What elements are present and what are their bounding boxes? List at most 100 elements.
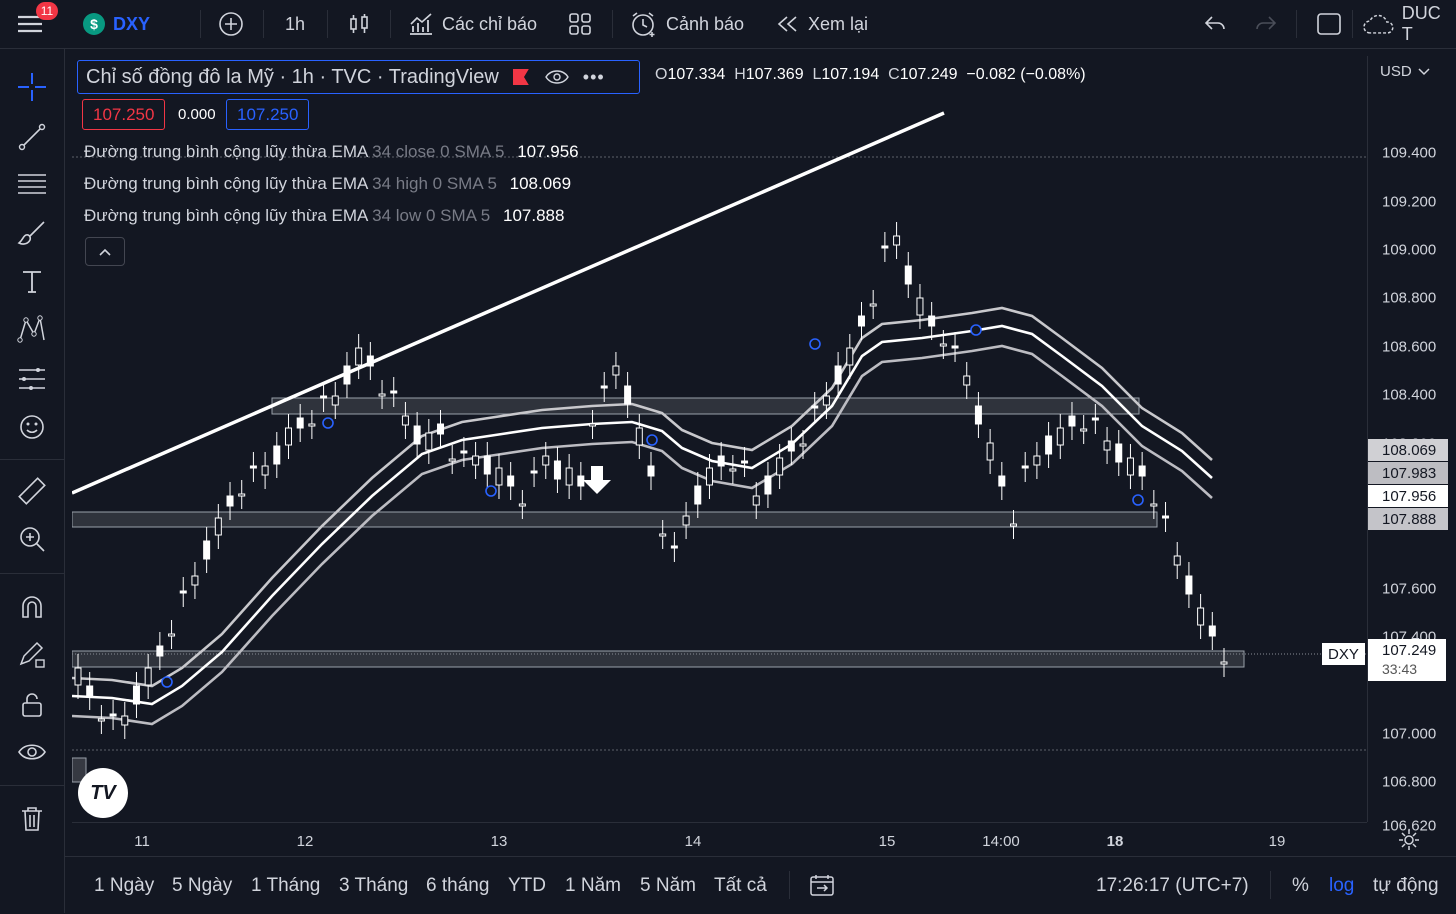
series-title: Chỉ số đồng đô la Mỹ · 1h · TVC · Tradin… (86, 65, 499, 88)
candle-body (1208, 625, 1216, 637)
tradingview-logo[interactable]: TV (78, 768, 128, 818)
chart-settings-button[interactable] (1398, 829, 1420, 854)
range-button[interactable]: 5 Năm (640, 875, 696, 896)
price-scale-label: 107.600 (1382, 580, 1437, 598)
trend-line-tool-button[interactable] (14, 119, 50, 155)
timezone-clock[interactable]: 17:26:17 (UTC+7) (1096, 875, 1249, 896)
alert-button[interactable]: Cảnh báo (630, 0, 744, 48)
range-button[interactable]: 1 Năm (565, 875, 621, 896)
indicator-legend-row[interactable]: Đường trung bình cộng lũy thừa EMA 34 cl… (84, 142, 579, 162)
range-button[interactable]: YTD (508, 875, 546, 896)
candle-body (86, 685, 94, 697)
redo-icon (1256, 16, 1277, 30)
undo-button[interactable] (1203, 0, 1227, 48)
indicator-params: 34 close 0 SMA 5 (372, 142, 505, 161)
remove-drawings-button[interactable] (14, 801, 50, 837)
measure-tool-button[interactable] (14, 473, 50, 509)
indicator-value: 107.956 (517, 142, 579, 161)
indicator-name: Đường trung bình cộng lũy thừa EMA (84, 206, 368, 225)
series-legend-title[interactable]: Chỉ số đồng đô la Mỹ · 1h · TVC · Tradin… (77, 60, 640, 94)
interval-button[interactable]: 1h (285, 13, 306, 34)
redo-button[interactable] (1254, 0, 1278, 48)
candle-body (857, 315, 865, 327)
percent-scale-toggle[interactable]: % (1292, 875, 1309, 896)
lock-drawings-button[interactable] (14, 687, 50, 723)
currency-selector[interactable]: USD (1380, 63, 1430, 80)
crosshair-icon (18, 73, 46, 101)
candle-body (1220, 661, 1228, 665)
replay-button[interactable]: Xem lại (776, 0, 868, 48)
text-tool-button[interactable] (14, 263, 50, 299)
candle-body (799, 443, 807, 447)
ema-close-price-tag: 107.956 (1368, 485, 1448, 507)
range-button[interactable]: Tất cả (714, 875, 767, 896)
price-scale-label: 109.400 (1382, 144, 1437, 162)
candle-body (483, 455, 491, 475)
hide-drawings-button[interactable] (14, 735, 50, 771)
ruler-icon (18, 477, 46, 505)
candle-body (238, 493, 246, 497)
drawing-toolbar (0, 49, 65, 913)
indicators-button[interactable]: Các chỉ báo (408, 0, 537, 48)
range-button[interactable]: 5 Ngày (172, 875, 233, 896)
crosshair-tool-button[interactable] (14, 69, 50, 105)
sell-price-box[interactable]: 107.250 (82, 99, 166, 130)
chart-pane[interactable] (72, 56, 1367, 822)
chevron-down-icon (1418, 67, 1430, 75)
log-scale-toggle[interactable]: log (1329, 875, 1355, 896)
fib-tool-button[interactable] (14, 167, 50, 203)
price-scale[interactable]: USD 109.400 109.200 109.000 108.800 108.600 1… (1367, 56, 1456, 834)
ema-high-line (72, 306, 1213, 688)
price-scale-label: 109.200 (1382, 193, 1437, 211)
candle-body (916, 297, 924, 316)
lock-drawings-pen-button[interactable] (14, 637, 50, 673)
candle-body (729, 468, 737, 472)
range-button[interactable]: 1 Tháng (251, 875, 321, 896)
candle-body (1056, 427, 1064, 446)
candles-icon (350, 14, 368, 33)
buy-price-box[interactable]: 107.250 (226, 99, 310, 130)
indicator-legend-row[interactable]: Đường trung bình cộng lũy thừa EMA 34 lo… (84, 206, 564, 226)
candle-body (437, 423, 445, 435)
brush-tool-button[interactable] (14, 215, 50, 251)
price-scale-label: 106.620 (1382, 817, 1437, 835)
visibility-eye-icon[interactable] (544, 69, 569, 85)
candle-body (1068, 415, 1076, 427)
candle-body (331, 395, 339, 406)
range-button[interactable]: 3 Tháng (339, 875, 409, 896)
collapse-legend-button[interactable] (85, 237, 125, 266)
price-tag: 107.983 (1368, 462, 1448, 484)
magnet-tool-button[interactable] (14, 589, 50, 625)
candle-body (705, 467, 713, 486)
pattern-tool-button[interactable] (14, 311, 50, 347)
layouts-button[interactable] (568, 0, 592, 48)
fullscreen-button[interactable] (1316, 0, 1342, 48)
grid-icon (569, 13, 591, 35)
save-layout-button[interactable]: DUC T (1362, 0, 1456, 48)
candle-body (156, 645, 164, 657)
icon-tool-button[interactable] (14, 409, 50, 445)
candle-body (97, 718, 105, 722)
ohlc-l-key: L (812, 66, 822, 83)
dollar-icon: $ (83, 13, 105, 35)
prediction-tool-button[interactable] (14, 361, 50, 397)
candle-body (1185, 575, 1193, 595)
auto-scale-toggle[interactable]: tự động (1373, 875, 1439, 896)
range-button[interactable]: 1 Ngày (94, 875, 155, 896)
chart-type-button[interactable] (347, 0, 371, 48)
symbol-search-button[interactable]: $ DXY (83, 0, 150, 48)
time-scale[interactable]: 11 12 13 14 15 14:00 18 19 (72, 822, 1367, 857)
text-icon (23, 271, 41, 293)
candle-body (214, 517, 222, 536)
indicator-name: Đường trung bình cộng lũy thừa EMA (84, 142, 368, 161)
compare-button[interactable] (218, 0, 244, 48)
candle-body (565, 467, 573, 486)
indicator-legend-row[interactable]: Đường trung bình cộng lũy thừa EMA 34 hi… (84, 174, 571, 194)
more-icon[interactable]: ••• (582, 66, 605, 87)
go-to-date-button[interactable] (809, 873, 835, 900)
price-chart[interactable] (72, 56, 1367, 822)
zoom-tool-button[interactable] (14, 521, 50, 557)
range-button[interactable]: 6 tháng (426, 875, 490, 896)
candle-body (963, 375, 971, 386)
ohlc-readout: O107.334 H107.369 L107.194 C107.249 −0.0… (655, 66, 1086, 84)
